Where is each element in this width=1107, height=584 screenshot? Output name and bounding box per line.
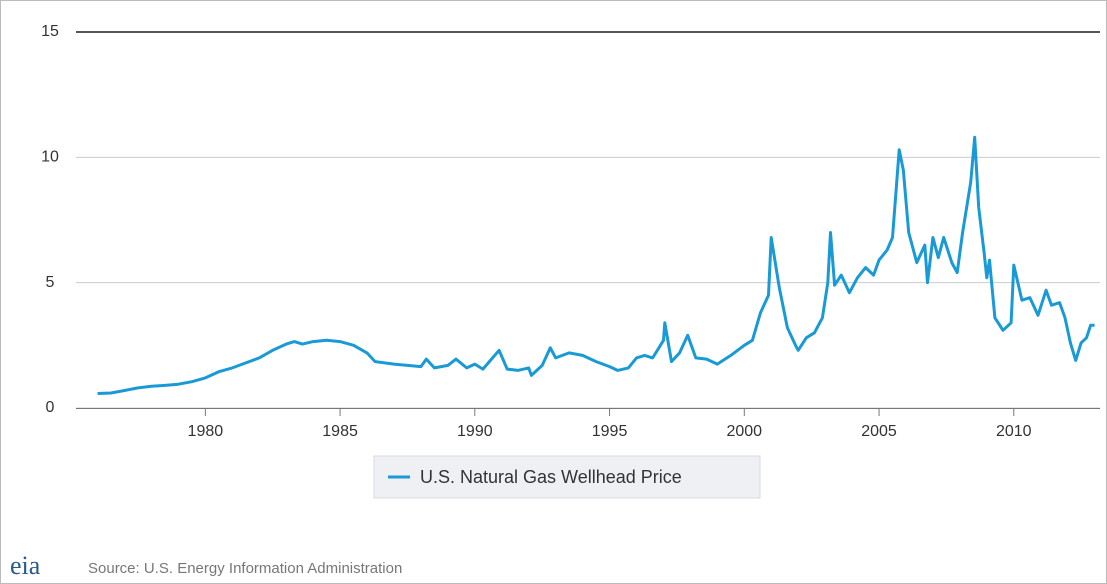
y-tick-label: 5 — [46, 274, 55, 291]
source: Source: U.S. Energy Information Administ… — [88, 560, 402, 577]
legend-label: U.S. Natural Gas Wellhead Price — [420, 467, 682, 487]
y-tick-label: 0 — [46, 399, 55, 416]
y-tick-label: 10 — [41, 149, 59, 166]
x-tick-label: 2000 — [726, 423, 762, 440]
x-tick-label: 2005 — [861, 423, 897, 440]
x-tick-label: 1990 — [457, 423, 493, 440]
x-tick-label: 1985 — [322, 423, 358, 440]
logo: eia — [10, 551, 41, 580]
series-line — [97, 135, 1095, 395]
x-tick-label: 1995 — [592, 423, 628, 440]
y-tick-label: 15 — [41, 23, 59, 40]
x-tick-label: 1980 — [188, 423, 224, 440]
x-tick-label: 2010 — [996, 423, 1032, 440]
legend-box — [373, 455, 761, 499]
